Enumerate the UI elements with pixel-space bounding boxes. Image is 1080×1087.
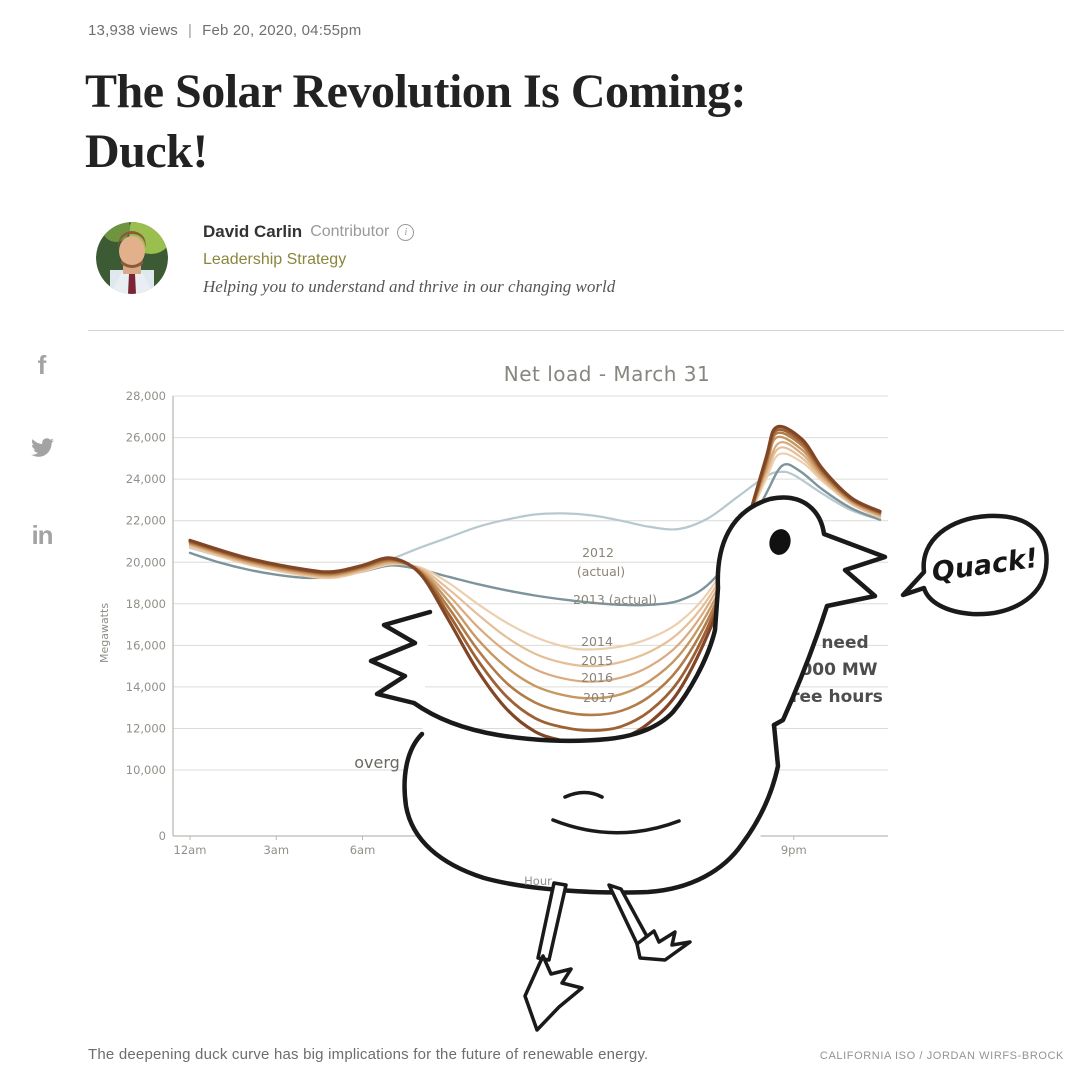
ramp-note-line3: ree hours bbox=[791, 687, 883, 707]
view-count: 13,938 views bbox=[88, 22, 178, 39]
y-tick-label: 12,000 bbox=[126, 721, 166, 735]
author-name[interactable]: David Carlin bbox=[203, 222, 303, 241]
series-2013-actual bbox=[188, 462, 882, 607]
twitter-share-icon[interactable] bbox=[30, 438, 54, 462]
author-tagline: Helping you to understand and thrive in … bbox=[203, 277, 616, 296]
y-tick-label: 20,000 bbox=[126, 555, 166, 569]
article-meta: 13,938 views | Feb 20, 2020, 04:55pm bbox=[88, 22, 361, 39]
meta-separator: | bbox=[187, 22, 193, 39]
duck-drawing: Hour Quack! bbox=[368, 495, 1049, 1032]
share-rail: f in bbox=[28, 352, 56, 548]
header-divider bbox=[88, 330, 1064, 331]
duck-right-foot bbox=[635, 929, 692, 962]
x-tick-label: 3am bbox=[263, 843, 289, 857]
info-icon[interactable]: i bbox=[397, 223, 415, 241]
label-2016: 2016 bbox=[581, 670, 613, 685]
label-2012: 2012 bbox=[582, 545, 614, 560]
duck-outline bbox=[368, 495, 888, 744]
author-role: Contributor bbox=[310, 223, 390, 240]
chart-series bbox=[188, 424, 882, 746]
chart-title: Net load - March 31 bbox=[504, 362, 710, 386]
y-tick-label: 28,000 bbox=[126, 389, 166, 403]
duck-lower-body-outline bbox=[402, 722, 781, 895]
author-block: David Carlin Contributor i Leadership St… bbox=[203, 222, 615, 297]
duck-left-leg bbox=[536, 881, 568, 962]
figure-caption: The deepening duck curve has big implica… bbox=[88, 1046, 649, 1063]
ramp-note-line2: 000 MW bbox=[800, 660, 877, 680]
twitter-bird-icon bbox=[30, 438, 54, 457]
y-tick-label: 10,000 bbox=[126, 763, 166, 777]
avatar-illustration bbox=[96, 222, 168, 294]
duck-curve-chart: 28,000 26,000 24,000 22,000 20,000 18,000 16,0… bbox=[98, 362, 1049, 1032]
ramp-note-line1: need bbox=[821, 633, 868, 653]
y-tick-label: 18,000 bbox=[126, 597, 166, 611]
label-2012-actual: (actual) bbox=[577, 564, 625, 579]
author-section-link[interactable]: Leadership Strategy bbox=[203, 251, 347, 268]
y-tick-label: 14,000 bbox=[126, 680, 166, 694]
x-tick-label: 12am bbox=[174, 843, 207, 857]
duck-wing-arcs bbox=[551, 790, 681, 835]
article-title: The Solar Revolution Is Coming: Duck! bbox=[85, 65, 747, 178]
y-tick-label: 0 bbox=[159, 829, 166, 843]
publish-date: Feb 20, 2020, 04:55pm bbox=[202, 22, 362, 39]
author-avatar[interactable] bbox=[96, 222, 168, 294]
x-axis-title: Hour bbox=[524, 874, 552, 888]
label-2013-actual: 2013 (actual) bbox=[573, 592, 657, 607]
duck-curve-figure: 28,000 26,000 24,000 22,000 20,000 18,000 16,0… bbox=[88, 348, 1064, 1040]
speech-bubble bbox=[900, 513, 1049, 617]
label-2014: 2014 bbox=[581, 634, 613, 649]
label-2017: 2017 bbox=[583, 690, 615, 705]
facebook-share-icon[interactable]: f bbox=[37, 350, 47, 380]
figure-credit: CALIFORNIA ISO / JORDAN WIRFS-BROCK bbox=[819, 1050, 1064, 1062]
duck-eye bbox=[769, 529, 791, 555]
label-2015: 2015 bbox=[581, 653, 613, 668]
duck-body-fill bbox=[371, 497, 885, 893]
x-tick-label: 9pm bbox=[781, 843, 807, 857]
y-tick-label: 24,000 bbox=[126, 472, 166, 486]
duck-left-foot bbox=[523, 954, 584, 1032]
y-tick-label: 26,000 bbox=[126, 431, 166, 445]
overgeneration-label-fragment: overg bbox=[354, 753, 400, 772]
y-tick-label: 16,000 bbox=[126, 638, 166, 652]
linkedin-share-icon[interactable]: in bbox=[31, 520, 53, 550]
y-axis-title: Megawatts bbox=[98, 603, 111, 663]
y-tick-label: 22,000 bbox=[126, 514, 166, 528]
x-tick-label: 6am bbox=[350, 843, 376, 857]
figure-caption-row: The deepening duck curve has big implica… bbox=[88, 1046, 1064, 1063]
